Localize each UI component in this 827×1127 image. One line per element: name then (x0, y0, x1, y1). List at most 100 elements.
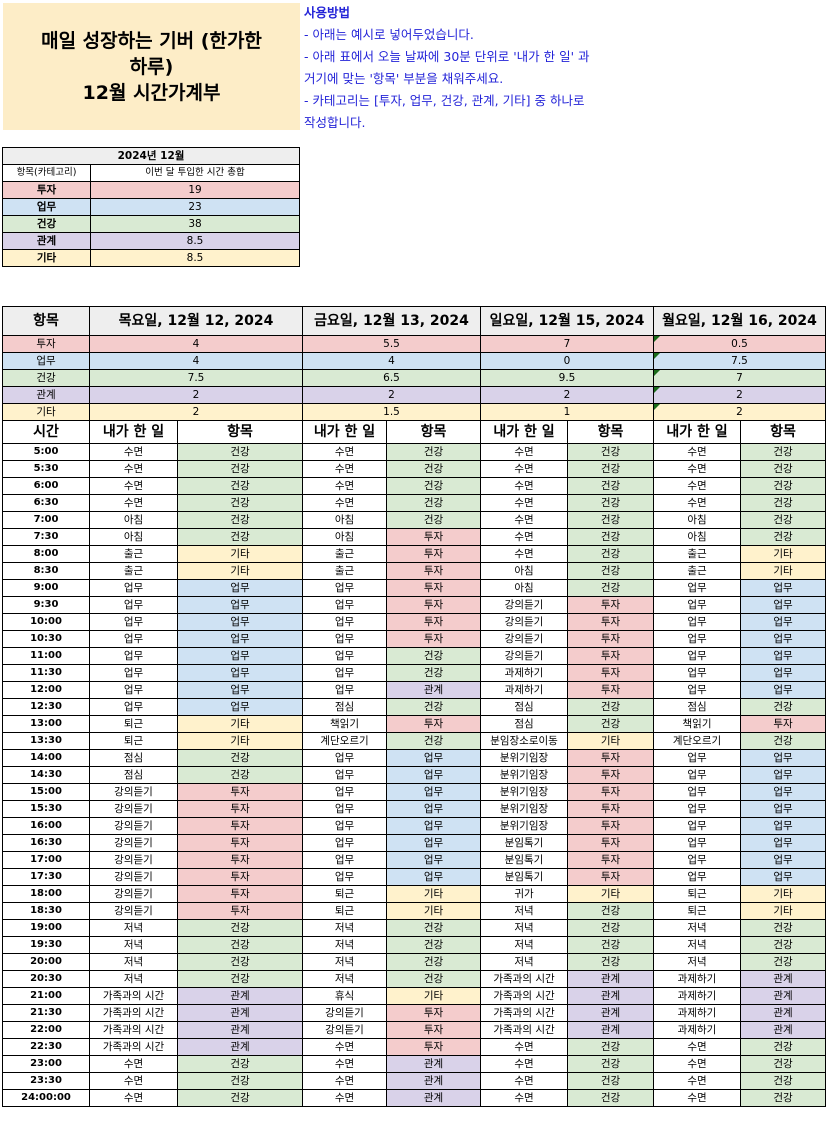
summary-value[interactable]: 19 (90, 181, 300, 199)
activity-cell[interactable]: 저녁 (89, 936, 178, 954)
category-cell[interactable]: 건강 (740, 698, 826, 716)
activity-cell[interactable]: 출근 (653, 562, 741, 580)
category-total[interactable]: 4 (302, 352, 481, 370)
summary-value[interactable]: 38 (90, 215, 300, 233)
activity-cell[interactable]: 업무 (653, 613, 741, 631)
category-cell[interactable]: 건강 (177, 749, 303, 767)
activity-cell[interactable]: 책읽기 (653, 715, 741, 733)
activity-cell[interactable]: 과제하기 (653, 1004, 741, 1022)
category-cell[interactable]: 기타 (177, 562, 303, 580)
category-cell[interactable]: 건강 (740, 460, 826, 478)
category-header[interactable]: 항목 (567, 420, 654, 444)
activity-cell[interactable]: 분위기임장 (480, 749, 568, 767)
activity-cell[interactable]: 강의듣기 (480, 613, 568, 631)
did-header[interactable]: 내가 한 일 (480, 420, 568, 444)
time-cell[interactable]: 21:30 (2, 1004, 90, 1022)
category-label[interactable]: 투자 (2, 335, 90, 353)
time-cell[interactable]: 7:30 (2, 528, 90, 546)
summary-value[interactable]: 8.5 (90, 232, 300, 250)
category-cell[interactable]: 건강 (567, 562, 654, 580)
category-cell[interactable]: 건강 (567, 953, 654, 971)
category-cell[interactable]: 관계 (386, 1089, 481, 1107)
activity-cell[interactable]: 수면 (653, 1089, 741, 1107)
activity-cell[interactable]: 강의듣기 (89, 817, 178, 835)
category-cell[interactable]: 기타 (386, 885, 481, 903)
category-cell[interactable]: 업무 (177, 647, 303, 665)
category-cell[interactable]: 관계 (177, 1021, 303, 1039)
activity-cell[interactable]: 수면 (302, 1055, 387, 1073)
category-cell[interactable]: 업무 (177, 613, 303, 631)
category-cell[interactable]: 업무 (177, 596, 303, 614)
summary-category[interactable]: 관계 (2, 232, 91, 250)
category-cell[interactable]: 관계 (567, 1021, 654, 1039)
category-cell[interactable]: 건강 (386, 443, 481, 461)
activity-cell[interactable]: 업무 (653, 630, 741, 648)
activity-cell[interactable]: 아침 (302, 511, 387, 529)
category-cell[interactable]: 투자 (567, 783, 654, 801)
activity-cell[interactable]: 강의듣기 (89, 783, 178, 801)
activity-cell[interactable]: 업무 (302, 681, 387, 699)
category-cell[interactable]: 투자 (567, 817, 654, 835)
did-header[interactable]: 내가 한 일 (653, 420, 741, 444)
category-cell[interactable]: 기타 (740, 902, 826, 920)
summary-category[interactable]: 업무 (2, 198, 91, 216)
activity-cell[interactable]: 점심 (302, 698, 387, 716)
category-cell[interactable]: 관계 (177, 1004, 303, 1022)
summary-col-category[interactable]: 항목(카테고리) (2, 164, 91, 182)
category-cell[interactable]: 투자 (177, 902, 303, 920)
activity-cell[interactable]: 업무 (302, 613, 387, 631)
category-cell[interactable]: 건강 (567, 460, 654, 478)
category-label[interactable]: 건강 (2, 369, 90, 387)
time-cell[interactable]: 20:30 (2, 970, 90, 988)
activity-cell[interactable]: 가족과의 시간 (89, 987, 178, 1005)
summary-category[interactable]: 투자 (2, 181, 91, 199)
category-cell[interactable]: 투자 (177, 868, 303, 886)
time-cell[interactable]: 12:00 (2, 681, 90, 699)
activity-cell[interactable]: 업무 (653, 596, 741, 614)
category-cell[interactable]: 건강 (740, 528, 826, 546)
activity-cell[interactable]: 수면 (653, 1038, 741, 1056)
category-cell[interactable]: 업무 (740, 783, 826, 801)
category-cell[interactable]: 투자 (386, 545, 481, 563)
category-header[interactable]: 항목 (386, 420, 481, 444)
category-cell[interactable]: 기타 (740, 885, 826, 903)
activity-cell[interactable]: 업무 (89, 647, 178, 665)
time-cell[interactable]: 10:30 (2, 630, 90, 648)
activity-cell[interactable]: 업무 (302, 783, 387, 801)
activity-cell[interactable]: 수면 (89, 1072, 178, 1090)
category-total[interactable]: 5.5 (302, 335, 481, 353)
category-total[interactable]: 7 (653, 369, 826, 387)
time-cell[interactable]: 23:30 (2, 1072, 90, 1090)
activity-cell[interactable]: 저녁 (89, 970, 178, 988)
activity-cell[interactable]: 점심 (89, 749, 178, 767)
category-cell[interactable]: 업무 (740, 868, 826, 886)
category-cell[interactable]: 건강 (567, 477, 654, 495)
activity-cell[interactable]: 저녁 (302, 936, 387, 954)
category-cell[interactable]: 투자 (567, 749, 654, 767)
time-cell[interactable]: 6:30 (2, 494, 90, 512)
time-cell[interactable]: 8:00 (2, 545, 90, 563)
activity-cell[interactable]: 점심 (653, 698, 741, 716)
category-cell[interactable]: 건강 (177, 511, 303, 529)
activity-cell[interactable]: 퇴근 (302, 885, 387, 903)
activity-cell[interactable]: 수면 (302, 494, 387, 512)
activity-cell[interactable]: 업무 (302, 596, 387, 614)
category-cell[interactable]: 관계 (386, 1072, 481, 1090)
activity-cell[interactable]: 강의듣기 (480, 647, 568, 665)
category-cell[interactable]: 건강 (567, 1089, 654, 1107)
activity-cell[interactable]: 분임장소로이동 (480, 732, 568, 750)
activity-cell[interactable]: 출근 (302, 545, 387, 563)
time-cell[interactable]: 19:30 (2, 936, 90, 954)
category-cell[interactable]: 건강 (386, 970, 481, 988)
category-cell[interactable]: 관계 (740, 987, 826, 1005)
category-cell[interactable]: 업무 (740, 766, 826, 784)
category-cell[interactable]: 건강 (567, 1072, 654, 1090)
activity-cell[interactable]: 수면 (302, 460, 387, 478)
activity-cell[interactable]: 저녁 (653, 953, 741, 971)
category-cell[interactable]: 업무 (386, 800, 481, 818)
activity-cell[interactable]: 계단오르기 (653, 732, 741, 750)
activity-cell[interactable]: 강의듣기 (480, 596, 568, 614)
category-cell[interactable]: 업무 (740, 749, 826, 767)
category-cell[interactable]: 건강 (567, 1038, 654, 1056)
category-cell[interactable]: 건강 (386, 732, 481, 750)
